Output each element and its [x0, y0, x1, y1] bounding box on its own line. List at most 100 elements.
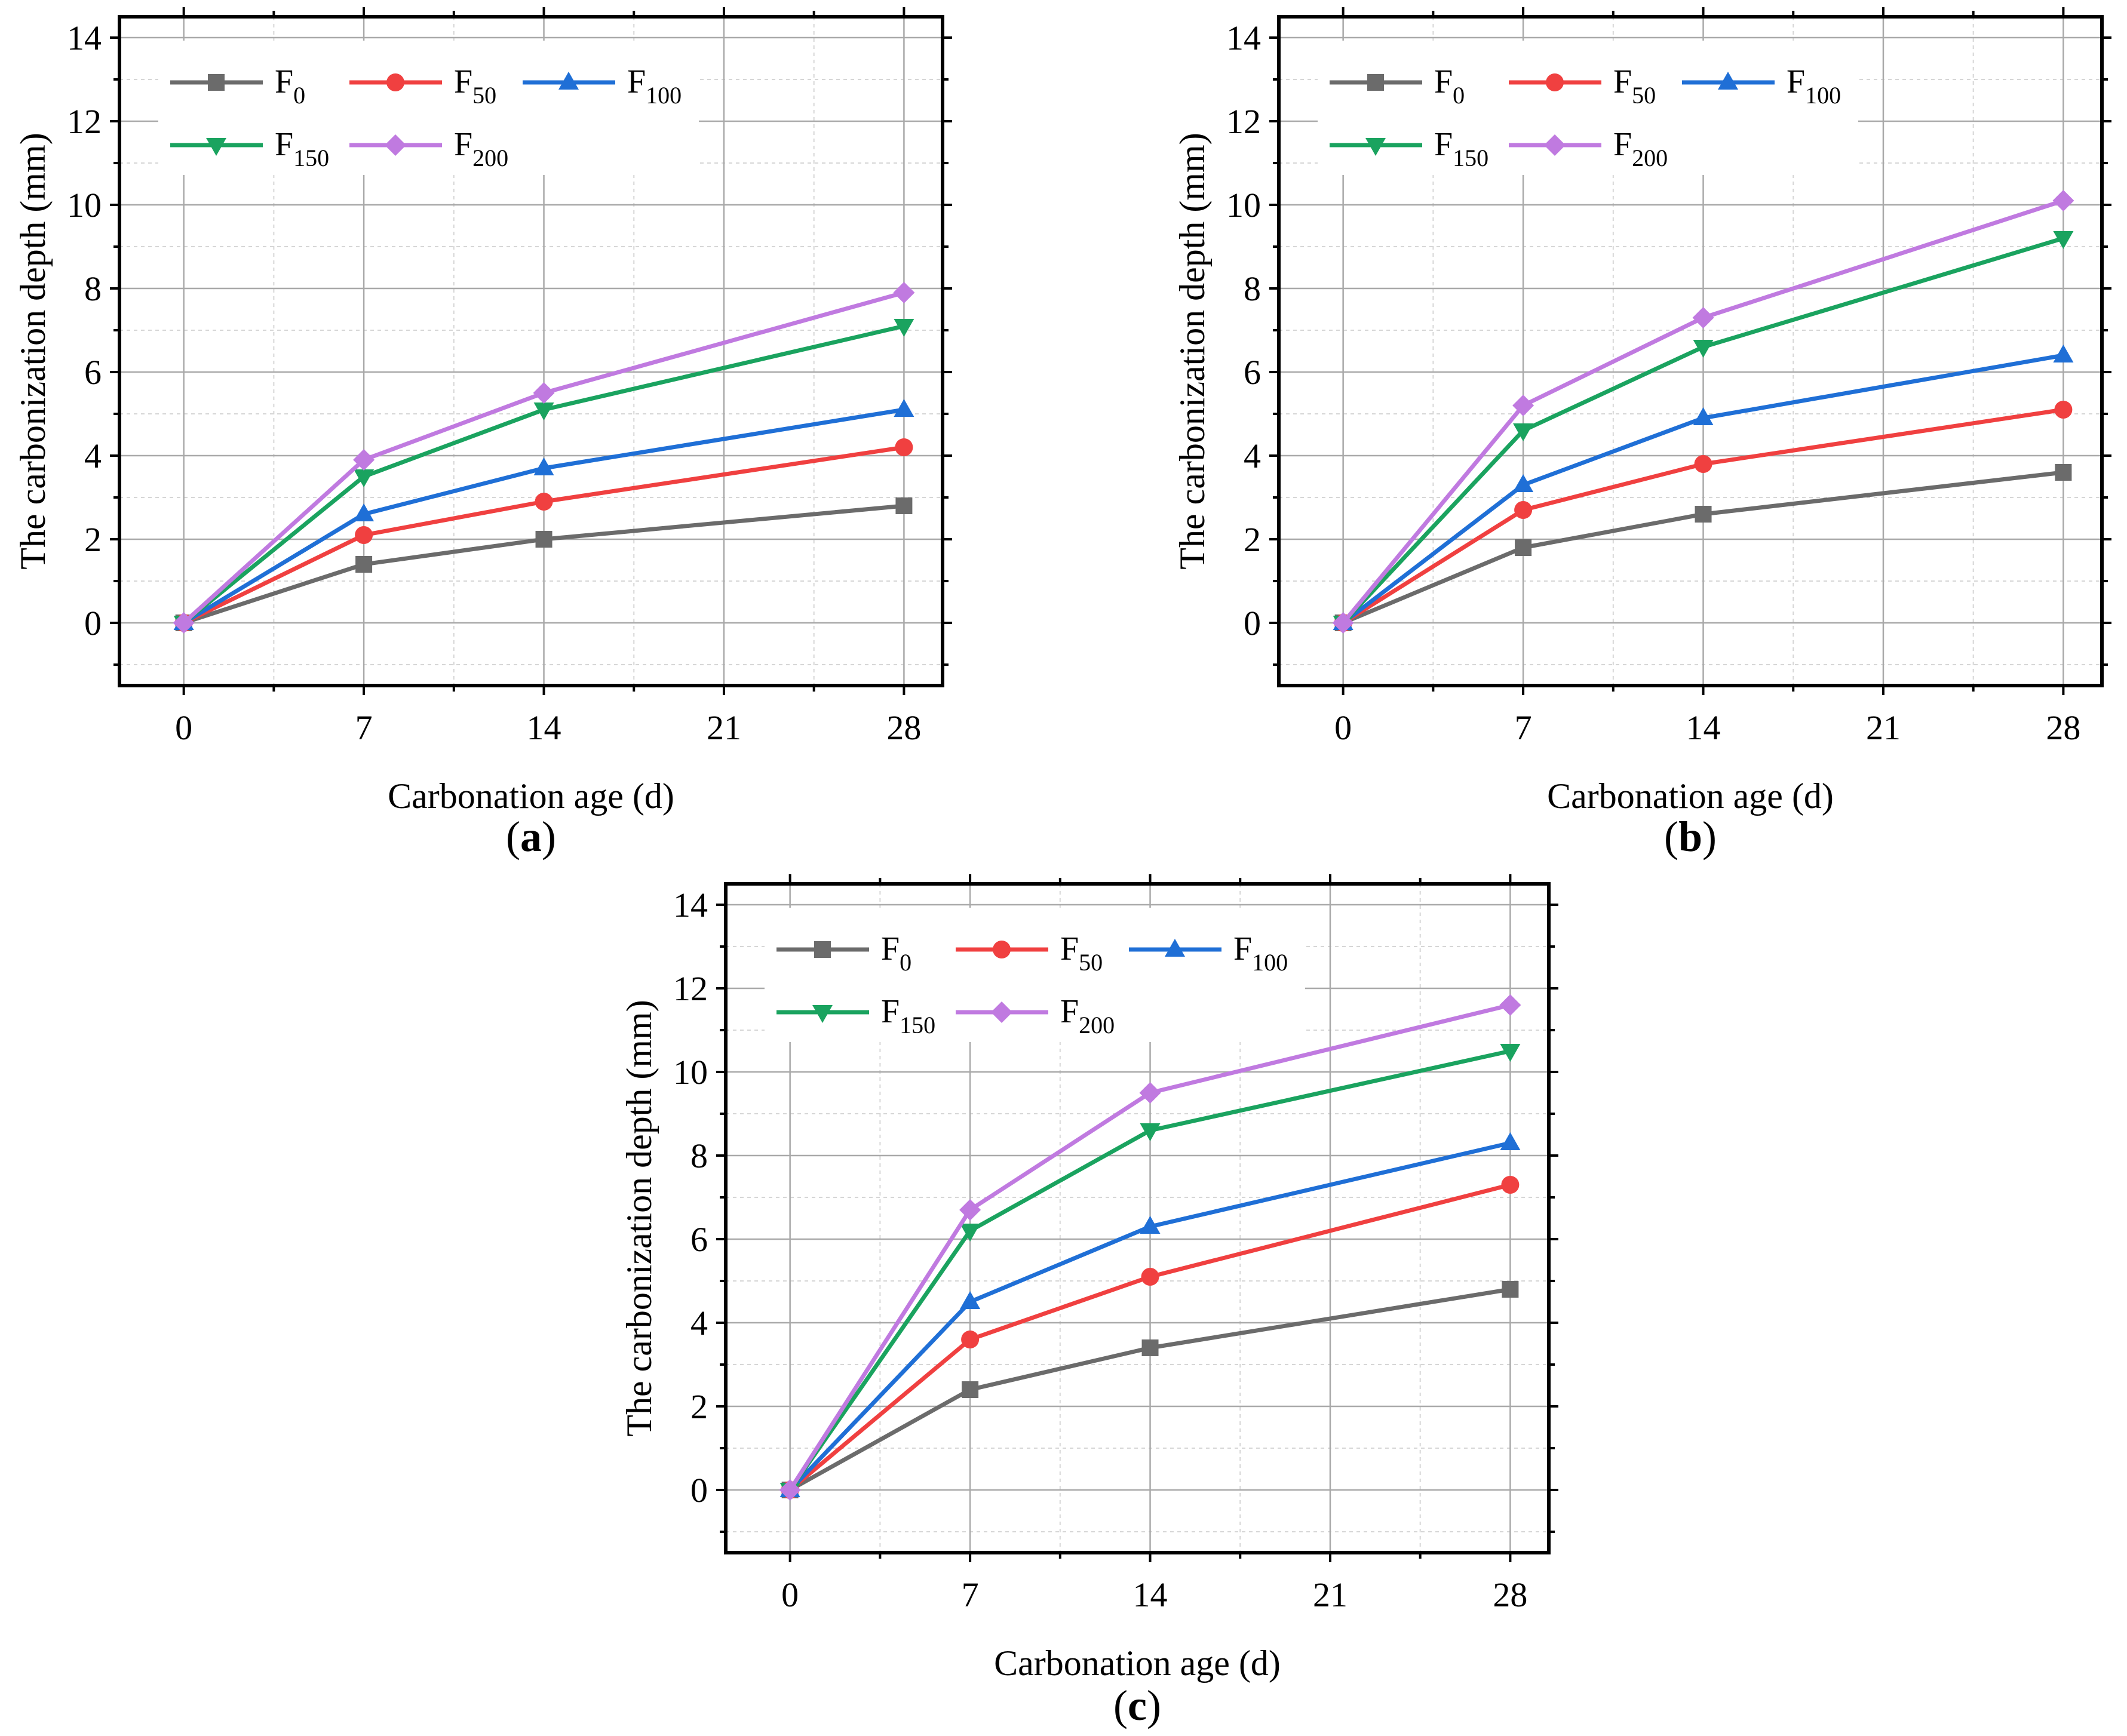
x-tick-label: 28: [2046, 708, 2080, 747]
series-line: [183, 445, 904, 625]
x-tick-label: 28: [886, 708, 921, 747]
x-tick-label: 14: [1133, 1575, 1168, 1614]
data-point: [1139, 1082, 1161, 1104]
legend-box: [1318, 41, 1858, 175]
legend-label: F50: [1613, 63, 1656, 109]
data-point: [893, 282, 915, 303]
plot-frame: [118, 15, 944, 687]
x-tick-label: 7: [1515, 708, 1532, 747]
panel-label: (b): [1664, 813, 1717, 861]
legend-box: [158, 41, 699, 175]
data-point: [353, 449, 375, 471]
legend-item-F200: F200: [349, 126, 508, 171]
legend-marker: [993, 941, 1011, 958]
legend-item-F200: F200: [956, 993, 1115, 1038]
y-axis-title: The carbonization depth (mm): [13, 133, 53, 569]
series-line: [1342, 407, 2064, 625]
legend-label: F50: [454, 63, 496, 109]
y-axis: 0 2 4 6 8 10 12 14: [1226, 19, 2111, 666]
legend-marker: [991, 1001, 1012, 1023]
x-tick-label: 14: [1686, 708, 1721, 747]
series-line: [182, 290, 905, 625]
data-point: [535, 531, 553, 548]
legend-item-F150: F150: [776, 993, 935, 1038]
series-line: [788, 1287, 1511, 1492]
x-tick-label: 28: [1493, 1575, 1527, 1614]
x-tick-label: 21: [1866, 708, 1901, 747]
series-line: [1342, 470, 2064, 625]
data-point: [1502, 1281, 1519, 1298]
y-tick-label: 4: [1244, 437, 1261, 475]
x-axis-title: Carbonation age (d): [388, 776, 674, 816]
y-tick-label: 0: [1244, 604, 1261, 643]
y-tick-label: 4: [84, 437, 102, 475]
data-point: [535, 493, 553, 511]
y-tick-label: 8: [84, 269, 102, 308]
panel-label: (a): [506, 813, 556, 861]
data-point: [1141, 1268, 1159, 1286]
legend-marker: [1365, 138, 1386, 156]
y-tick-label: 10: [673, 1053, 708, 1092]
x-tick-label: 14: [527, 708, 561, 747]
x-axis: 0 7 14 21 28: [175, 7, 921, 747]
y-tick-label: 4: [690, 1304, 708, 1342]
legend-label: F0: [1434, 63, 1465, 109]
legend-marker: [1546, 73, 1564, 91]
data-point: [779, 1479, 801, 1501]
legend-label: F100: [1233, 930, 1288, 976]
legend-label: F150: [275, 126, 329, 171]
data-point: [1501, 1176, 1520, 1194]
data-point: [1141, 1339, 1159, 1356]
data-point: [962, 1381, 979, 1398]
y-tick-label: 14: [673, 886, 708, 924]
data-point: [1695, 506, 1712, 523]
data-point: [533, 457, 554, 475]
series-line: [182, 324, 905, 625]
series-F200: [1332, 190, 2074, 634]
legend-item-F100: F100: [1129, 930, 1288, 976]
legend-item-F50: F50: [1509, 63, 1656, 109]
legend-label: F200: [1613, 126, 1668, 171]
series-F200: [173, 282, 915, 634]
y-tick-label: 6: [84, 353, 102, 392]
data-point: [894, 399, 914, 417]
legend-item-F100: F100: [523, 63, 682, 109]
y-axis-title: The carbonization depth (mm): [1173, 133, 1212, 569]
x-tick-label: 0: [781, 1575, 799, 1614]
data-point: [355, 526, 373, 544]
series-line: [1341, 198, 2064, 625]
legend-item-F150: F150: [1330, 126, 1488, 171]
x-axis-title: Carbonation age (d): [994, 1643, 1281, 1683]
data-point: [895, 497, 913, 514]
legend-item-F0: F0: [776, 930, 911, 976]
data-point: [1515, 539, 1532, 556]
y-tick-label: 14: [1226, 19, 1261, 57]
y-tick-label: 10: [67, 186, 102, 225]
legend-label: F200: [454, 126, 508, 171]
legend-item-F150: F150: [170, 126, 329, 171]
data-point: [1693, 340, 1714, 358]
series-line: [183, 503, 904, 625]
legend-label: F50: [1060, 930, 1103, 976]
data-point: [354, 503, 375, 521]
legend-marker: [206, 138, 226, 156]
x-tick-label: 7: [355, 708, 373, 747]
data-point: [1140, 1123, 1161, 1141]
legend-marker: [558, 72, 579, 90]
data-point: [894, 319, 914, 337]
data-point: [354, 469, 375, 487]
data-point: [2052, 190, 2074, 211]
plot-frame: [724, 882, 1551, 1554]
data-point: [1692, 307, 1714, 328]
legend-label: F100: [627, 63, 682, 109]
series-F0: [1334, 464, 2072, 631]
legend-item-F50: F50: [956, 930, 1103, 976]
legend-box: [765, 908, 1305, 1042]
legend-marker: [1544, 134, 1566, 156]
data-point: [960, 1224, 981, 1242]
data-point: [961, 1331, 980, 1348]
data-point: [533, 402, 554, 420]
legend-marker: [812, 1005, 833, 1023]
data-point: [2055, 464, 2072, 481]
y-tick-label: 2: [1244, 520, 1261, 559]
